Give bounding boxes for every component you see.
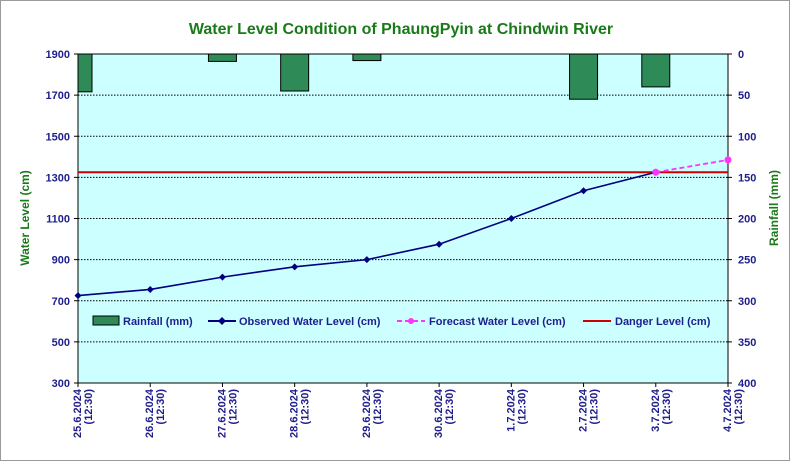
x-tick-time: (12:30)	[589, 389, 601, 425]
legend-item-rainfall: Rainfall (mm)	[92, 315, 193, 328]
legend-label-observed: Observed Water Level (cm)	[239, 316, 381, 328]
legend-label-rainfall: Rainfall (mm)	[123, 316, 193, 328]
legend-item-observed: Observed Water Level (cm)	[208, 316, 381, 328]
x-tick-label: 27.6.2024(12:30)	[216, 388, 239, 438]
observed-point	[363, 256, 371, 264]
legend-item-danger: Danger Level (cm)	[583, 316, 711, 328]
x-tick-time: (12:30)	[155, 389, 167, 425]
left-tick-label: 1900	[46, 49, 70, 61]
right-tick-label: 250	[738, 255, 756, 267]
legend-item-forecast: Forecast Water Level (cm)	[397, 316, 566, 328]
right-axis-label: Rainfall (mm)	[767, 170, 781, 246]
right-tick-label: 150	[738, 172, 756, 184]
x-tick-time: (12:30)	[227, 389, 239, 425]
right-axis-ticks: 0 50 100 150 200 250 300 350 400	[728, 49, 756, 390]
legend-marker-observed	[218, 317, 226, 325]
x-tick-date: 1.7.2024	[505, 388, 517, 432]
x-tick-date: 29.6.2024	[361, 388, 373, 438]
left-tick-label: 900	[52, 255, 70, 267]
right-tick-label: 0	[738, 49, 744, 61]
left-tick-label: 700	[52, 296, 70, 308]
chart-title: Water Level Condition of PhaungPyin at C…	[189, 21, 613, 38]
legend-label-danger: Danger Level (cm)	[615, 316, 711, 328]
left-tick-label: 1500	[46, 131, 70, 143]
x-tick-date: 28.6.2024	[289, 388, 301, 438]
observed-point	[435, 240, 443, 248]
x-tick-label: 2.7.2024(12:30)	[578, 388, 601, 432]
observed-point	[74, 292, 82, 300]
rainfall-bar	[352, 53, 382, 62]
x-tick-date: 25.6.2024	[72, 388, 84, 438]
x-tick-date: 4.7.2024	[722, 388, 734, 432]
right-tick-label: 50	[738, 90, 750, 102]
legend-swatch-rainfall	[92, 315, 120, 326]
observed-point	[146, 285, 154, 293]
legend-marker-forecast	[408, 318, 414, 324]
left-tick-label: 300	[52, 378, 70, 390]
x-tick-time: (12:30)	[661, 389, 673, 425]
rainfall-bar	[569, 53, 599, 100]
forecast-point	[724, 156, 732, 164]
x-tick-time: (12:30)	[516, 389, 528, 425]
left-tick-label: 1100	[46, 214, 70, 226]
observed-point	[580, 187, 588, 195]
left-axis-ticks: 300 500 700 900 1100 1300 1500 1700 1900	[46, 49, 78, 390]
observed-point	[218, 273, 226, 281]
rainfall-bar	[280, 53, 310, 92]
x-tick-time: (12:30)	[300, 389, 312, 425]
x-tick-label: 29.6.2024(12:30)	[361, 388, 384, 438]
x-tick-date: 2.7.2024	[578, 388, 590, 432]
left-tick-label: 1700	[46, 90, 70, 102]
x-tick-time: (12:30)	[372, 389, 384, 425]
x-tick-label: 1.7.2024(12:30)	[505, 388, 528, 432]
x-tick-label: 28.6.2024(12:30)	[289, 388, 312, 438]
observed-point	[507, 215, 515, 222]
x-tick-date: 27.6.2024	[216, 388, 228, 438]
x-tick-label: 26.6.2024(12:30)	[144, 388, 167, 438]
x-tick-date: 26.6.2024	[144, 388, 156, 438]
right-tick-label: 350	[738, 337, 756, 349]
right-tick-label: 300	[738, 296, 756, 308]
x-tick-time: (12:30)	[444, 389, 456, 425]
grid-lines	[78, 94, 728, 343]
x-tick-label: 25.6.2024(12:30)	[72, 388, 95, 438]
observed-point	[291, 263, 299, 271]
rainfall-bar	[77, 53, 93, 93]
x-tick-label: 30.6.2024(12:30)	[433, 388, 456, 438]
rainfall-bar	[207, 53, 237, 62]
legend: Rainfall (mm) Observed Water Level (cm) …	[92, 315, 711, 328]
x-tick-date: 3.7.2024	[650, 388, 662, 432]
x-axis-ticks: 25.6.2024(12:30) 26.6.2024(12:30) 27.6.202…	[72, 383, 745, 438]
forecast-point	[652, 168, 660, 176]
left-axis-label: Water Level (cm)	[18, 170, 32, 266]
forecast-water-level-series	[652, 156, 732, 176]
right-tick-label: 400	[738, 378, 756, 390]
x-tick-label: 3.7.2024(12:30)	[650, 388, 673, 432]
rainfall-bar	[641, 53, 671, 88]
x-tick-date: 30.6.2024	[433, 388, 445, 438]
right-tick-label: 200	[738, 214, 756, 226]
right-tick-label: 100	[738, 131, 756, 143]
x-tick-time: (12:30)	[733, 389, 745, 425]
forecast-line	[655, 159, 729, 174]
left-tick-label: 1300	[46, 172, 70, 184]
x-tick-label: 4.7.2024(12:30)	[722, 388, 745, 432]
rainfall-bars	[77, 53, 671, 100]
legend-label-forecast: Forecast Water Level (cm)	[429, 316, 566, 328]
left-tick-label: 500	[52, 337, 70, 349]
x-tick-time: (12:30)	[83, 389, 95, 425]
